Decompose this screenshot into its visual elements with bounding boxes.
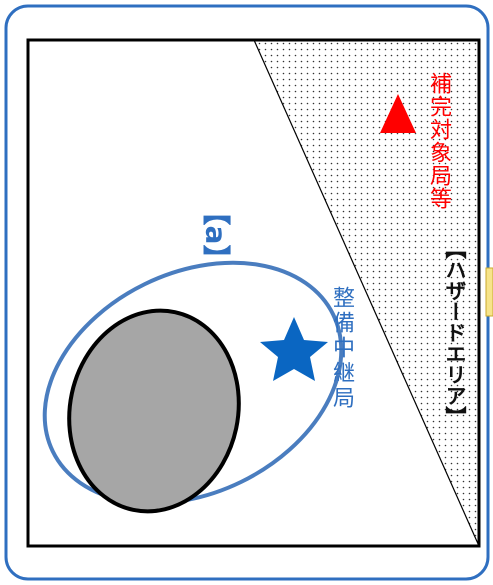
area-a-label: 【a】 xyxy=(199,197,233,273)
hazard-boundary xyxy=(253,39,480,547)
target-station-label: 補完対象局等 xyxy=(426,72,451,210)
relay-station-label: 整備中継局 xyxy=(329,286,354,411)
obstacle-ellipse xyxy=(67,308,241,514)
relay-coverage-ellipse xyxy=(42,260,344,506)
triangle-icon xyxy=(380,94,416,133)
star-icon xyxy=(260,317,328,381)
side-tab xyxy=(485,267,493,317)
hazard-area-label: 【ハザードエリア】 xyxy=(443,238,467,427)
area-frame-border xyxy=(26,38,481,548)
